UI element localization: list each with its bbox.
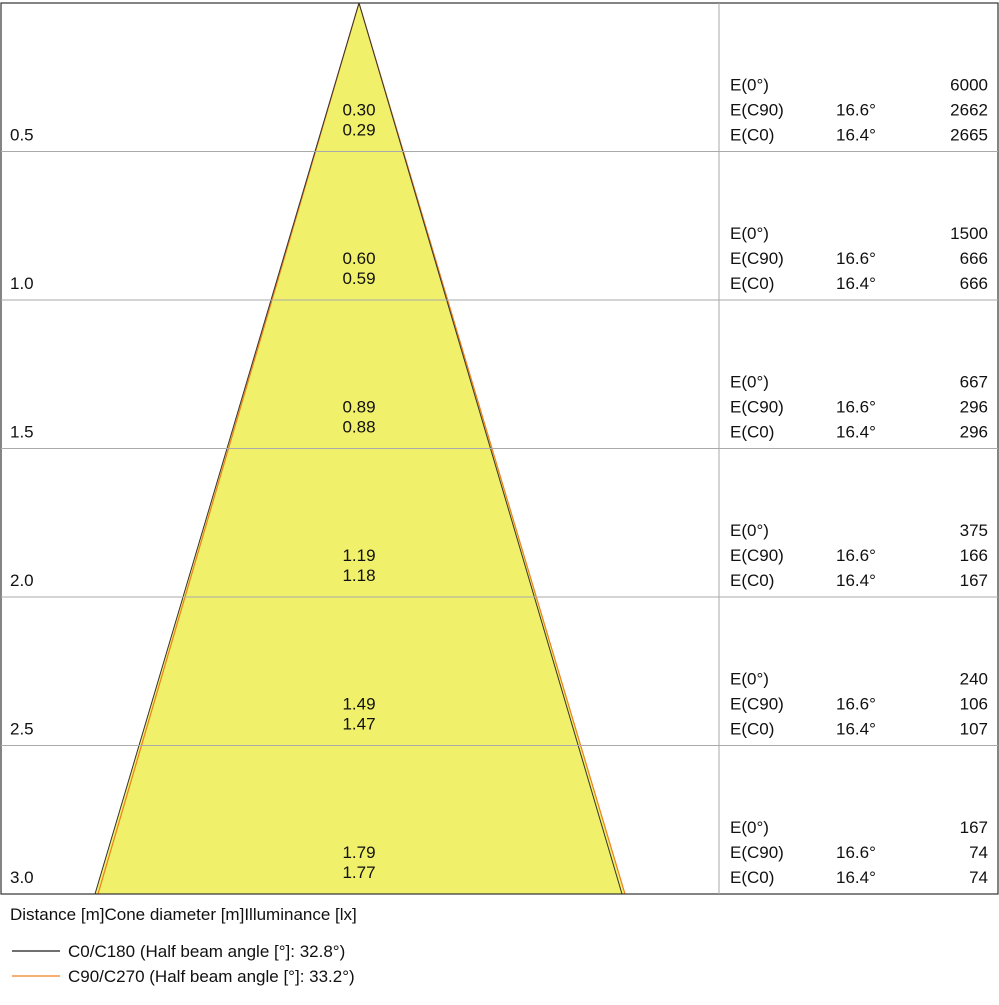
cone-diameter: 0.88 <box>342 418 375 437</box>
half-angle: 16.6° <box>836 695 876 714</box>
illuminance-value: 166 <box>960 546 988 565</box>
illuminance-label: E(C0) <box>730 126 774 145</box>
cone-diameter: 1.79 <box>342 843 375 862</box>
illuminance-label: E(C90) <box>730 546 784 565</box>
half-angle: 16.4° <box>836 126 876 145</box>
half-angle: 16.4° <box>836 274 876 293</box>
illuminance-label: E(0°) <box>730 818 769 837</box>
legend-label: C90/C270 (Half beam angle [°]: 33.2°) <box>68 967 355 986</box>
cone-diameter: 0.60 <box>342 249 375 268</box>
illuminance-label: E(C90) <box>730 398 784 417</box>
cone-diameter: 0.59 <box>342 269 375 288</box>
distance: 2.0 <box>10 571 34 590</box>
illuminance-label: E(C90) <box>730 843 784 862</box>
distance: 2.5 <box>10 720 34 739</box>
illuminance-label: E(C90) <box>730 101 784 120</box>
illuminance-value: 240 <box>960 670 988 689</box>
illuminance-value: 106 <box>960 695 988 714</box>
half-angle: 16.4° <box>836 423 876 442</box>
illuminance-label: E(C90) <box>730 695 784 714</box>
half-angle: 16.4° <box>836 720 876 739</box>
illuminance-label: E(0°) <box>730 670 769 689</box>
half-angle: 16.4° <box>836 571 876 590</box>
illuminance-value: 167 <box>960 818 988 837</box>
illuminance-label: E(C0) <box>730 868 774 887</box>
distance: 3.0 <box>10 868 34 887</box>
cone-diameter: 1.77 <box>342 863 375 882</box>
illuminance-label: E(0°) <box>730 373 769 392</box>
illuminance-label: E(0°) <box>730 76 769 95</box>
illuminance-value: 74 <box>969 868 988 887</box>
illuminance-value: 375 <box>960 521 988 540</box>
illuminance-label: E(C0) <box>730 423 774 442</box>
illuminance-value: 296 <box>960 398 988 417</box>
half-angle: 16.6° <box>836 249 876 268</box>
half-angle: 16.4° <box>836 868 876 887</box>
half-angle: 16.6° <box>836 398 876 417</box>
illuminance-label: E(C0) <box>730 571 774 590</box>
illuminance-value: 167 <box>960 571 988 590</box>
illuminance-label: E(C0) <box>730 274 774 293</box>
illuminance-value: 74 <box>969 843 988 862</box>
cone-diameter: 0.30 <box>342 101 375 120</box>
legend-label: C0/C180 (Half beam angle [°]: 32.8°) <box>68 942 345 961</box>
cone-diameter: 0.29 <box>342 121 375 140</box>
illuminance-value: 296 <box>960 423 988 442</box>
heading: Illuminance [lx] <box>244 905 356 924</box>
illuminance-value: 2662 <box>950 101 988 120</box>
illuminance-value: 666 <box>960 249 988 268</box>
cone-diameter: 1.19 <box>342 546 375 565</box>
distance: 0.5 <box>10 126 34 145</box>
distance: 1.0 <box>10 274 34 293</box>
illuminance-label: E(0°) <box>730 521 769 540</box>
distance: 1.5 <box>10 423 34 442</box>
cone-diameter: 1.47 <box>342 715 375 734</box>
half-angle: 16.6° <box>836 843 876 862</box>
footer-headings: Distance [m]Cone diameter [m]Illuminance… <box>10 905 357 924</box>
cone-diameter: 1.18 <box>342 566 375 585</box>
illuminance-value: 2665 <box>950 126 988 145</box>
illuminance-label: E(0°) <box>730 224 769 243</box>
illuminance-value: 667 <box>960 373 988 392</box>
illuminance-label: E(C90) <box>730 249 784 268</box>
cone-diameter: 1.49 <box>342 695 375 714</box>
illuminance-label: E(C0) <box>730 720 774 739</box>
illuminance-value: 666 <box>960 274 988 293</box>
half-angle: 16.6° <box>836 546 876 565</box>
illuminance-value: 107 <box>960 720 988 739</box>
cone-diameter: 0.89 <box>342 398 375 417</box>
half-angle: 16.6° <box>836 101 876 120</box>
heading: Cone diameter [m] <box>104 905 244 924</box>
illuminance-value: 1500 <box>950 224 988 243</box>
heading: Distance [m] <box>10 905 104 924</box>
illuminance-value: 6000 <box>950 76 988 95</box>
